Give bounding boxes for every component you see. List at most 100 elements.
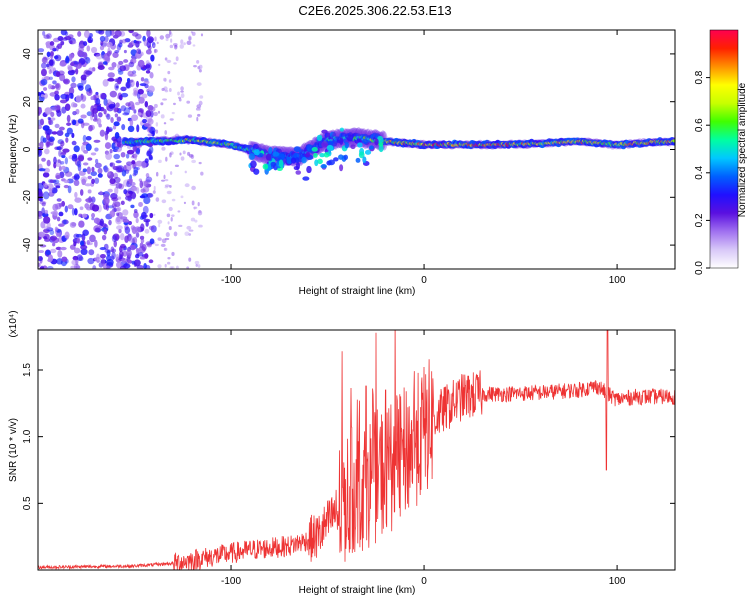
noise-speckle: [169, 44, 174, 49]
y-tick-label: 0: [22, 146, 33, 152]
noise-speckle: [38, 191, 44, 198]
noise-speckle: [75, 174, 80, 180]
noise-speckle: [108, 103, 116, 109]
noise-speckle: [113, 153, 121, 160]
noise-speckle: [53, 156, 57, 165]
noise-speckle: [186, 40, 192, 45]
noise-speckle: [40, 265, 45, 269]
noise-speckle: [125, 153, 130, 159]
noise-speckle: [98, 112, 103, 118]
noise-speckle: [130, 204, 135, 209]
noise-speckle: [76, 237, 81, 244]
noise-speckle: [64, 205, 69, 213]
noise-speckle: [91, 166, 95, 173]
noise-speckle: [155, 197, 160, 202]
band-scatter: [333, 157, 339, 162]
noise-speckle: [121, 257, 127, 263]
noise-speckle: [46, 265, 54, 269]
noise-speckle: [70, 102, 76, 108]
noise-speckle: [99, 247, 106, 251]
noise-speckle: [42, 125, 50, 131]
band-scatter: [358, 151, 365, 159]
noise-speckle: [49, 188, 53, 196]
band-scatter: [362, 156, 367, 164]
noise-speckle: [139, 195, 146, 199]
noise-speckle: [126, 249, 132, 257]
noise-speckle: [142, 205, 149, 214]
noise-speckle: [180, 93, 185, 99]
noise-speckle: [137, 59, 145, 68]
noise-speckle: [43, 236, 48, 240]
noise-speckle: [161, 199, 167, 204]
noise-speckle: [144, 158, 149, 164]
noise-speckle: [63, 184, 69, 189]
noise-speckle: [190, 217, 196, 222]
noise-speckle: [73, 241, 77, 247]
noise-speckle: [153, 185, 156, 191]
noise-speckle: [148, 156, 154, 161]
noise-speckle: [46, 159, 51, 167]
noise-speckle: [99, 190, 103, 196]
noise-speckle: [127, 79, 134, 83]
noise-speckle: [134, 101, 141, 106]
noise-speckle: [55, 175, 62, 180]
noise-speckle: [84, 203, 90, 209]
noise-speckle: [115, 253, 120, 260]
noise-speckle: [154, 243, 159, 247]
noise-speckle: [169, 184, 172, 188]
noise-speckle: [114, 30, 122, 38]
noise-speckle: [88, 249, 95, 256]
noise-speckle: [48, 58, 56, 67]
noise-speckle: [42, 183, 48, 188]
noise-speckle: [195, 263, 198, 267]
noise-speckle: [127, 125, 135, 133]
noise-speckle: [162, 98, 167, 101]
noise-speckle: [164, 130, 168, 135]
noise-speckle: [39, 118, 45, 126]
noise-speckle: [58, 144, 64, 150]
noise-speckle: [140, 77, 145, 82]
noise-speckle: [174, 44, 178, 50]
noise-speckle: [155, 122, 159, 127]
noise-speckle: [39, 197, 44, 202]
noise-speckle: [184, 183, 190, 188]
noise-speckle: [167, 257, 171, 260]
noise-speckle: [170, 216, 173, 222]
noise-speckle: [91, 217, 95, 221]
noise-speckle: [140, 211, 147, 220]
colorbar-tick-label: 0.2: [694, 213, 705, 227]
noise-speckle: [146, 30, 151, 38]
noise-speckle: [48, 69, 52, 75]
noise-speckle: [71, 76, 76, 83]
noise-speckle: [112, 200, 117, 205]
noise-speckle: [129, 244, 136, 251]
noise-speckle: [149, 212, 154, 219]
noise-speckle: [80, 114, 87, 119]
band-scatter: [355, 157, 361, 163]
noise-speckle: [166, 213, 171, 218]
noise-speckle: [163, 174, 166, 180]
band-scatter: [295, 162, 300, 170]
noise-speckle: [188, 154, 194, 158]
noise-speckle: [142, 118, 147, 124]
noise-speckle: [87, 157, 93, 161]
noise-speckle: [38, 107, 43, 115]
noise-speckle: [73, 179, 80, 187]
noise-speckle: [164, 179, 169, 182]
noise-speckle: [77, 118, 84, 124]
noise-speckle: [43, 92, 48, 99]
noise-speckle: [82, 162, 89, 166]
noise-speckle: [135, 40, 140, 48]
noise-speckle: [91, 204, 100, 212]
noise-speckle: [135, 80, 140, 88]
noise-speckle: [125, 102, 131, 107]
noise-speckle: [131, 160, 136, 165]
noise-speckle: [191, 159, 197, 164]
noise-speckle: [198, 161, 202, 165]
noise-speckle: [106, 103, 110, 111]
noise-speckle: [41, 62, 47, 69]
noise-speckle: [46, 227, 54, 232]
noise-speckle: [83, 41, 88, 47]
noise-speckle: [103, 61, 108, 65]
noise-speckle: [179, 43, 185, 49]
